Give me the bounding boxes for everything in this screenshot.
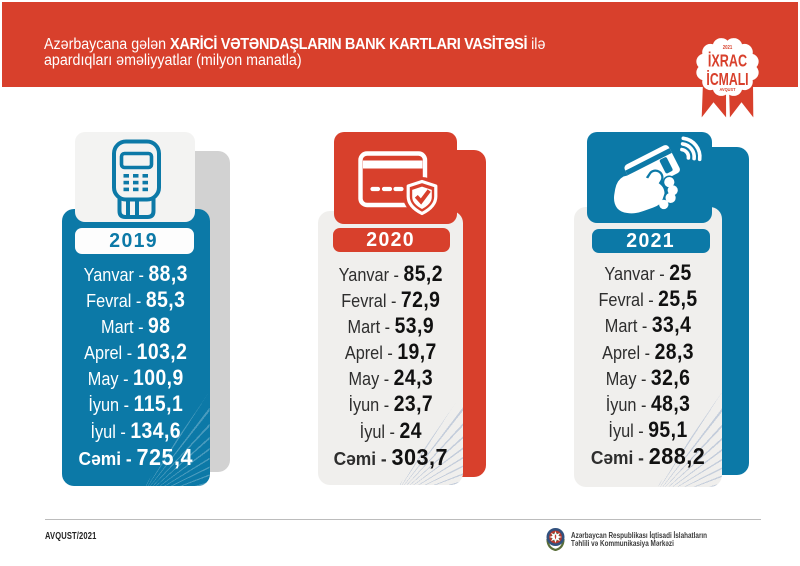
- svg-text:2021: 2021: [723, 44, 733, 51]
- svg-text:İXRAC: İXRAC: [708, 51, 747, 71]
- svg-text:AVQUST: AVQUST: [720, 86, 736, 91]
- svg-text:İCMALI: İCMALI: [706, 70, 748, 90]
